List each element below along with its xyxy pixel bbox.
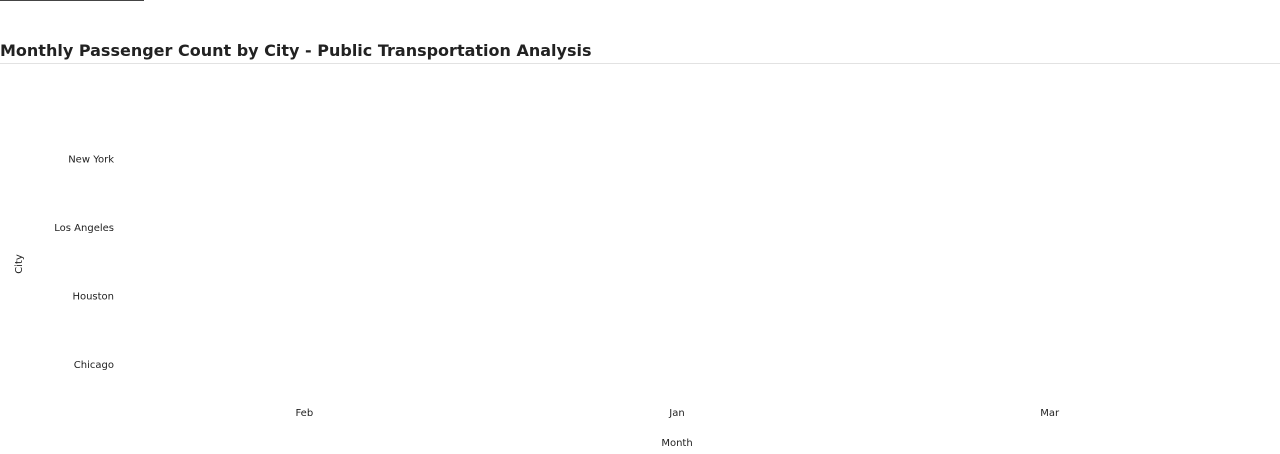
- y-tick-label: Houston: [72, 291, 114, 302]
- y-tick-label: Chicago: [74, 360, 114, 371]
- chart-title: Monthly Passenger Count by City - Public…: [0, 41, 592, 60]
- y-tick-label: Los Angeles: [54, 223, 114, 234]
- x-axis-label: Month: [661, 438, 692, 449]
- x-axis-ticks: Feb Jan Mar: [295, 408, 1060, 419]
- header-tab-underline: [0, 0, 144, 1]
- y-axis-ticks: New York Los Angeles Houston Chicago: [54, 154, 114, 371]
- x-tick-label: Jan: [668, 408, 684, 419]
- x-tick-label: Mar: [1040, 408, 1060, 419]
- title-divider: [0, 63, 1280, 64]
- y-axis-label: City: [14, 254, 25, 274]
- x-tick-label: Feb: [295, 408, 313, 419]
- y-tick-label: New York: [68, 154, 114, 165]
